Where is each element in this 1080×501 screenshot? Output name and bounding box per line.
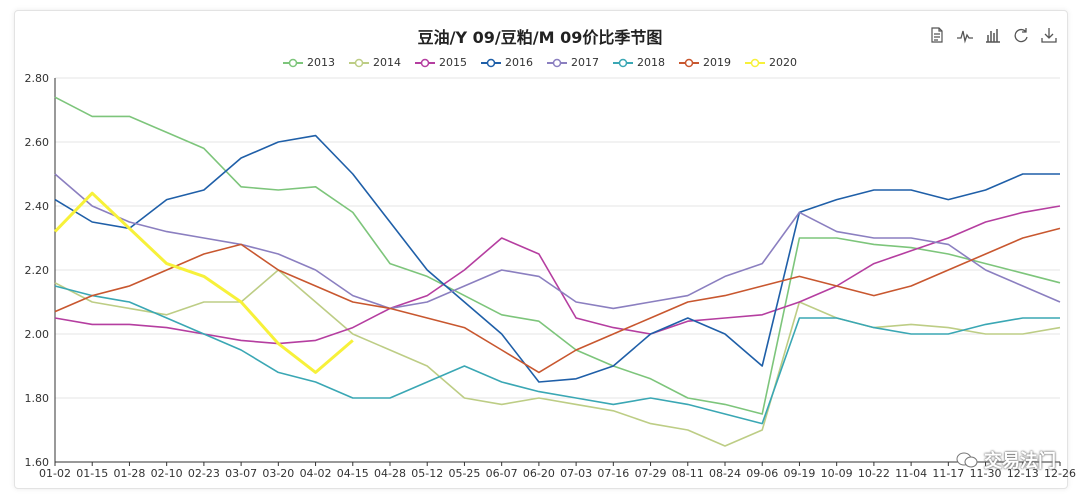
- legend-label: 2019: [703, 56, 731, 69]
- chart-frame: [14, 10, 1068, 489]
- data-view-icon[interactable]: [928, 26, 946, 44]
- y-tick-label: 2.00: [25, 328, 50, 341]
- x-tick-label: 02-10: [151, 467, 183, 480]
- series-line-2013: [54, 96, 1061, 415]
- x-tick-label: 01-15: [76, 467, 108, 480]
- legend-label: 2017: [571, 56, 599, 69]
- series-line-2018: [54, 285, 1060, 425]
- legend-item-2018[interactable]: 2018: [613, 56, 665, 69]
- x-tick-label: 03-20: [262, 467, 294, 480]
- legend-item-2019[interactable]: 2019: [679, 56, 731, 69]
- legend-label: 2018: [637, 56, 665, 69]
- legend-label: 2014: [373, 56, 401, 69]
- x-tick-label: 07-03: [560, 467, 592, 480]
- x-tick-label: 09-06: [746, 467, 778, 480]
- legend-swatch: [613, 58, 633, 67]
- y-tick-label: 1.60: [25, 456, 50, 469]
- x-tick-label: 08-11: [672, 467, 704, 480]
- x-tick-label: 10-22: [858, 467, 890, 480]
- line-chart-icon[interactable]: [956, 26, 974, 44]
- series-line-2019: [54, 227, 1061, 374]
- x-tick-label: 04-15: [337, 467, 369, 480]
- legend-label: 2020: [769, 56, 797, 69]
- x-tick-label: 03-07: [225, 467, 257, 480]
- x-tick-label: 07-29: [635, 467, 667, 480]
- x-tick-label: 07-16: [597, 467, 629, 480]
- chat-bubble-icon: [956, 452, 978, 468]
- x-tick-label: 02-23: [188, 467, 220, 480]
- x-tick-label: 06-07: [486, 467, 518, 480]
- x-tick-label: 01-02: [39, 467, 71, 480]
- x-tick-label: 12-13: [1007, 467, 1039, 480]
- chart-toolbox: [928, 26, 1058, 44]
- legend-item-2015[interactable]: 2015: [415, 56, 467, 69]
- watermark: 交易法门: [956, 447, 1056, 473]
- legend-swatch: [679, 58, 699, 67]
- x-tick-label: 06-20: [523, 467, 555, 480]
- x-tick-label: 05-25: [448, 467, 480, 480]
- legend-item-2016[interactable]: 2016: [481, 56, 533, 69]
- x-tick-label: 01-28: [113, 467, 145, 480]
- x-tick-label: 05-12: [411, 467, 443, 480]
- series-line-2016: [54, 134, 1060, 383]
- x-tick-label: 04-28: [374, 467, 406, 480]
- x-tick-label: 12-26: [1044, 467, 1076, 480]
- legend-label: 2016: [505, 56, 533, 69]
- x-tick-label: 10-09: [821, 467, 853, 480]
- y-tick-label: 1.80: [25, 392, 50, 405]
- legend-swatch: [745, 58, 765, 67]
- legend-swatch: [283, 58, 303, 67]
- x-tick-label: 09-19: [783, 467, 815, 480]
- y-tick-label: 2.40: [25, 200, 50, 213]
- legend-swatch: [415, 58, 435, 67]
- legend-item-2014[interactable]: 2014: [349, 56, 401, 69]
- legend-label: 2015: [439, 56, 467, 69]
- chart-legend: 2013 2014 2015 2016 2017 2018 2019 2020: [0, 56, 1080, 69]
- legend-swatch: [481, 58, 501, 67]
- x-tick-label: 11-04: [895, 467, 927, 480]
- x-tick-label: 08-24: [709, 467, 741, 480]
- x-tick-label: 11-17: [932, 467, 964, 480]
- series-line-2015: [54, 205, 1061, 345]
- bar-chart-icon[interactable]: [984, 26, 1002, 44]
- watermark-text: 交易法门: [984, 451, 1056, 472]
- legend-label: 2013: [307, 56, 335, 69]
- x-tick-label: 11-30: [970, 467, 1002, 480]
- x-tick-label: 04-02: [300, 467, 332, 480]
- y-tick-label: 2.20: [25, 264, 50, 277]
- chart-title: 豆油/Y 09/豆粕/M 09价比季节图: [417, 28, 663, 47]
- series-line-2014: [54, 269, 1061, 447]
- legend-swatch: [547, 58, 567, 67]
- series-line-2017: [54, 173, 1061, 310]
- series-line-2020: [53, 191, 354, 374]
- legend-swatch: [349, 58, 369, 67]
- y-tick-label: 2.60: [25, 136, 50, 149]
- legend-item-2017[interactable]: 2017: [547, 56, 599, 69]
- y-tick-label: 2.80: [25, 72, 50, 85]
- download-icon[interactable]: [1040, 26, 1058, 44]
- legend-item-2013[interactable]: 2013: [283, 56, 335, 69]
- refresh-icon[interactable]: [1012, 26, 1030, 44]
- legend-item-2020[interactable]: 2020: [745, 56, 797, 69]
